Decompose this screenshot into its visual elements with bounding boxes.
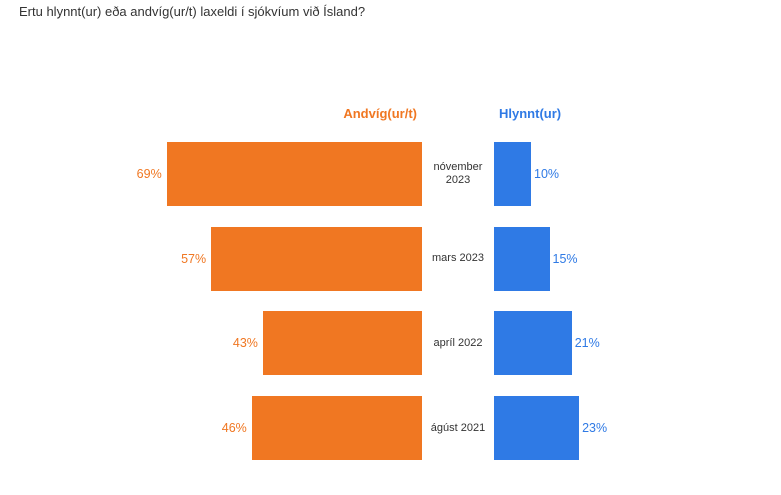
bar (494, 142, 531, 206)
bar (494, 396, 580, 461)
value-label: 46% (221, 421, 247, 436)
category-label: apríl 2022 (433, 336, 483, 349)
chart-title: Ertu hlynnt(ur) eða andvíg(ur/t) laxeldi… (19, 4, 366, 19)
legend-left: Andvíg(ur/t) (343, 106, 417, 121)
value-label: 43% (232, 336, 258, 351)
bar (211, 226, 422, 291)
value-label: 21% (574, 336, 600, 351)
category-label: ágúst 2021 (430, 421, 486, 434)
value-label: 15% (552, 251, 578, 266)
value-label: 10% (534, 167, 560, 181)
bar (251, 396, 422, 461)
bar (494, 311, 572, 376)
category-label: nóvember 2023 (433, 161, 483, 186)
value-label: 69% (136, 167, 162, 181)
value-label: 57% (181, 251, 207, 266)
legend-right: Hlynnt(ur) (499, 106, 562, 121)
category-label: mars 2023 (432, 252, 484, 265)
bar (494, 226, 550, 291)
bar (166, 142, 422, 206)
bar (262, 311, 422, 376)
value-label: 23% (582, 421, 608, 436)
